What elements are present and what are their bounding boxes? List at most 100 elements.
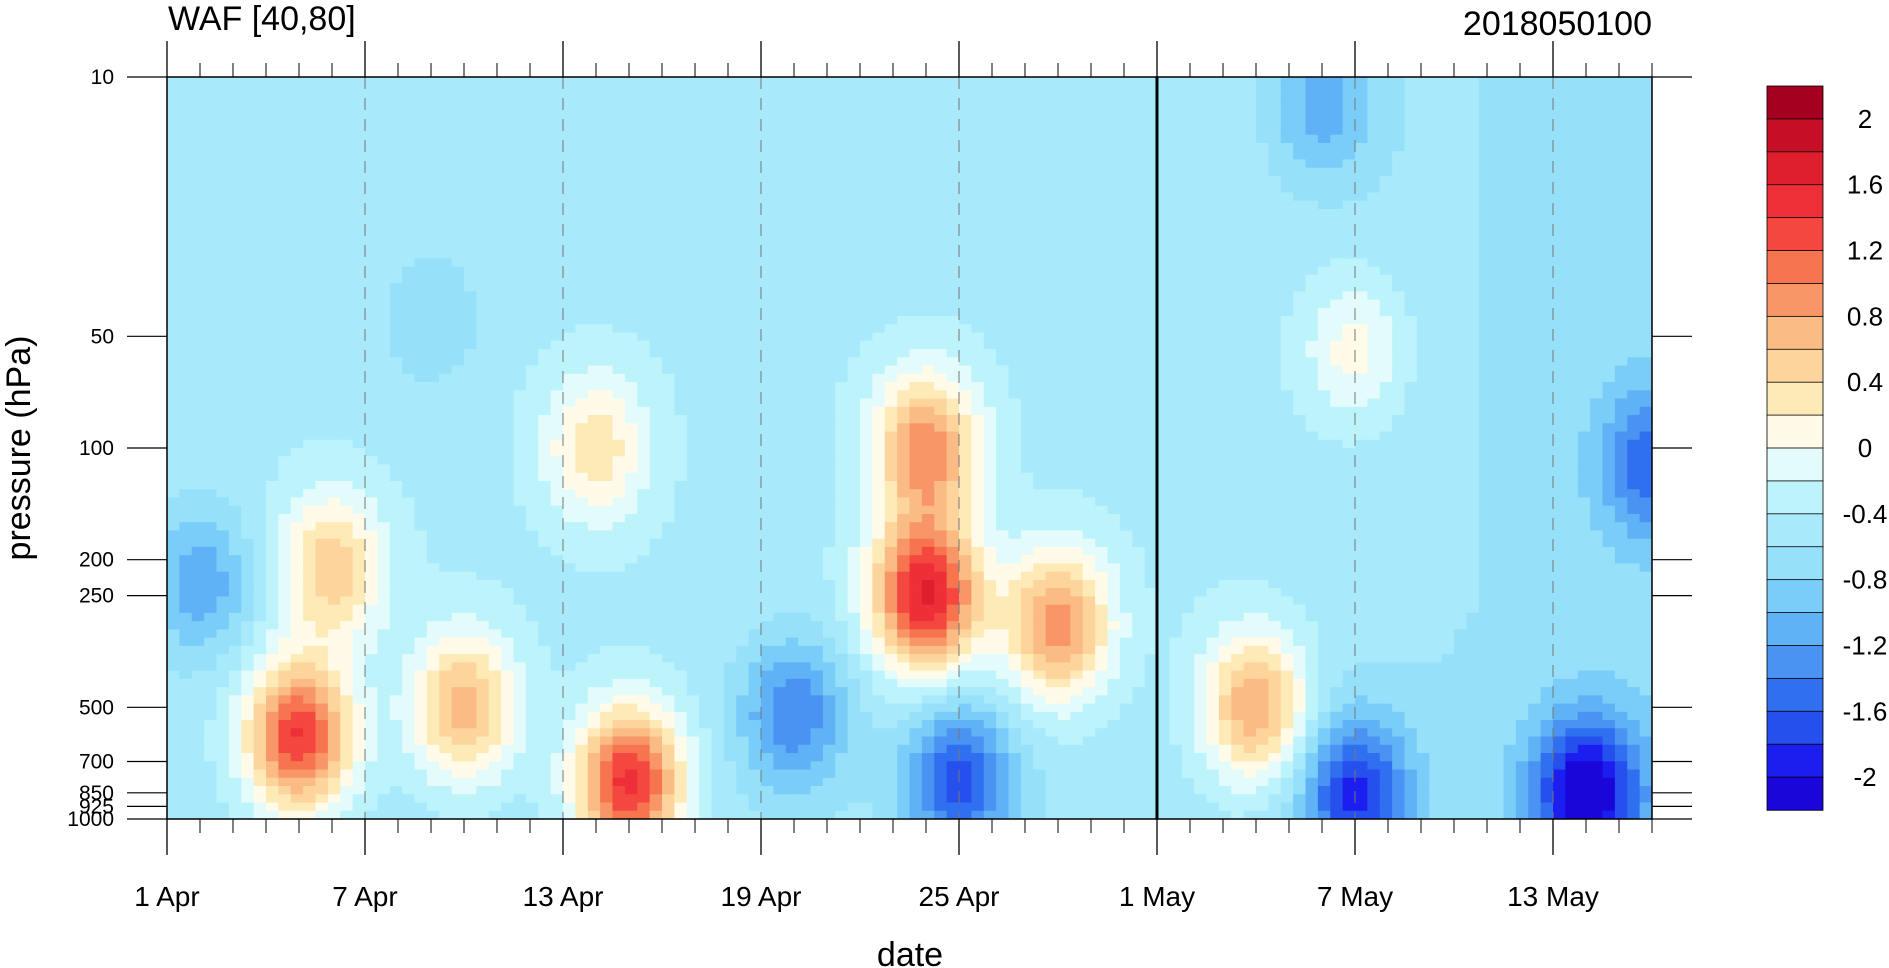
contour-cell	[1528, 192, 1542, 202]
contour-cell	[884, 415, 898, 424]
contour-cell	[649, 184, 663, 194]
contour-cell	[464, 77, 477, 86]
contour-cell	[637, 250, 651, 259]
contour-cell	[1218, 266, 1232, 276]
contour-cell	[1478, 118, 1492, 128]
contour-cell	[303, 192, 317, 202]
contour-cell	[488, 184, 502, 194]
contour-cell	[563, 250, 576, 259]
contour-cell	[476, 241, 490, 251]
contour-cell	[1478, 208, 1492, 218]
contour-cell	[327, 291, 341, 301]
contour-cell	[1416, 241, 1430, 251]
contour-cell	[723, 365, 737, 375]
contour-cell	[1194, 184, 1208, 194]
contour-cell	[1095, 382, 1109, 391]
contour-cell	[179, 307, 193, 317]
contour-cell	[612, 142, 626, 152]
contour-cell	[550, 77, 564, 86]
contour-cell	[1132, 340, 1146, 350]
contour-cell	[253, 307, 267, 317]
contour-cell	[1157, 349, 1170, 358]
contour-cell	[501, 250, 515, 259]
contour-cell	[822, 398, 836, 408]
contour-cell	[785, 241, 799, 251]
contour-cell	[228, 77, 242, 86]
contour-cell	[662, 398, 675, 408]
contour-cell	[365, 93, 378, 103]
contour-cell	[798, 390, 812, 400]
contour-cell	[563, 134, 576, 144]
contour-cell	[1478, 142, 1492, 152]
contour-cell	[1404, 250, 1418, 259]
contour-cell	[1231, 167, 1245, 177]
contour-cell	[1181, 134, 1195, 144]
contour-cell	[439, 109, 453, 119]
contour-cell	[377, 151, 391, 161]
contour-cell	[575, 283, 589, 292]
contour-cell	[1070, 340, 1084, 350]
contour-cell	[959, 274, 972, 284]
contour-cell	[1132, 283, 1146, 292]
contour-cell	[637, 118, 651, 128]
contour-cell	[624, 390, 638, 400]
contour-cell	[352, 373, 366, 383]
contour-cell	[1070, 357, 1084, 367]
contour-cell	[600, 307, 614, 317]
contour-cell	[1416, 332, 1430, 342]
contour-cell	[1119, 118, 1133, 128]
contour-cell	[1008, 151, 1022, 161]
contour-cell	[253, 332, 267, 342]
contour-cell	[1231, 390, 1245, 400]
contour-cell	[1058, 299, 1071, 309]
contour-cell	[810, 382, 824, 391]
contour-cell	[1045, 184, 1059, 194]
contour-cell	[327, 208, 341, 218]
contour-cell	[959, 406, 972, 416]
contour-cell	[1355, 217, 1368, 226]
contour-cell	[1330, 390, 1344, 400]
contour-cell	[897, 109, 911, 119]
contour-cell	[1367, 184, 1381, 194]
contour-cell	[1293, 134, 1307, 144]
contour-cell	[1107, 175, 1121, 185]
contour-cell	[946, 274, 960, 284]
contour-cell	[1317, 382, 1331, 391]
contour-cell	[1107, 250, 1121, 259]
contour-cell	[674, 398, 688, 408]
contour-cell	[513, 258, 527, 268]
contour-cell	[476, 332, 490, 342]
contour-cell	[946, 208, 960, 218]
contour-cell	[1614, 274, 1628, 284]
contour-cell	[327, 390, 341, 400]
contour-cell	[662, 118, 675, 128]
contour-cell	[1194, 101, 1208, 111]
contour-cell	[1144, 241, 1158, 251]
contour-cell	[612, 357, 626, 367]
contour-cell	[996, 109, 1010, 119]
contour-cell	[439, 299, 453, 309]
contour-cell	[513, 365, 527, 375]
contour-cell	[1367, 332, 1381, 342]
contour-cell	[1392, 299, 1406, 309]
contour-cell	[798, 118, 812, 128]
contour-cell	[835, 200, 849, 210]
contour-cell	[723, 167, 737, 177]
contour-cell	[872, 175, 886, 185]
contour-cell	[1528, 225, 1542, 235]
contour-cell	[1503, 142, 1517, 152]
contour-cell	[1540, 85, 1554, 95]
contour-cell	[1268, 250, 1282, 259]
contour-cell	[1194, 134, 1208, 144]
contour-cell	[525, 93, 539, 103]
contour-cell	[711, 101, 725, 111]
contour-cell	[860, 258, 873, 268]
contour-cell	[1478, 109, 1492, 119]
contour-cell	[1280, 159, 1294, 169]
contour-cell	[1639, 373, 1652, 383]
contour-cell	[624, 175, 638, 185]
contour-cell	[624, 398, 638, 408]
contour-cell	[1416, 77, 1430, 86]
contour-cell	[451, 175, 465, 185]
contour-cell	[1144, 225, 1158, 235]
